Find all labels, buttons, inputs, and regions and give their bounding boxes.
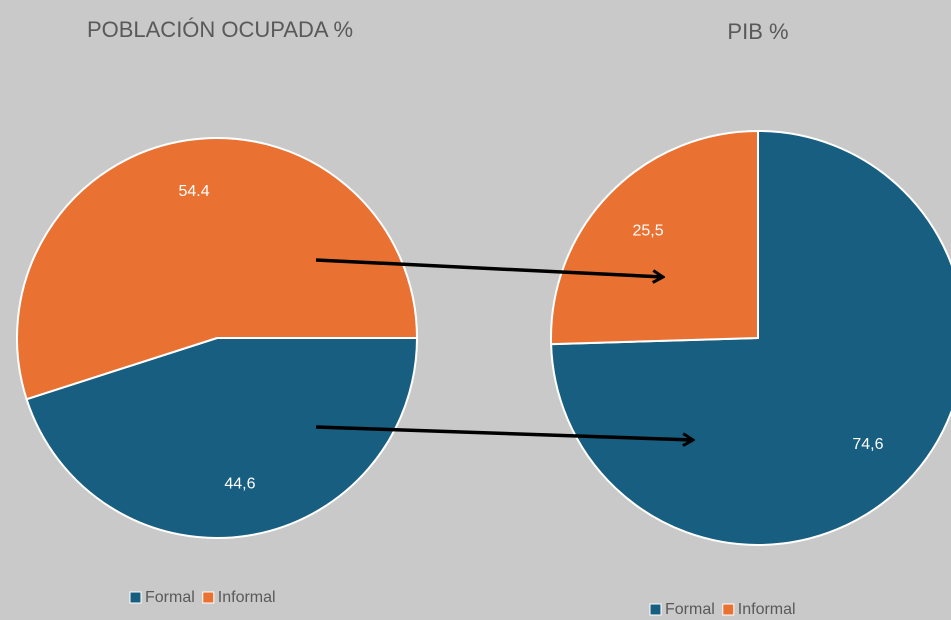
legend-label: Informal (218, 589, 276, 606)
pies: 44,6 54.4 Formal Informal 74,6 25,5 Formal Info… (16, 129, 951, 618)
legend-swatch (649, 603, 662, 616)
chart-title: PIB % (727, 19, 789, 44)
data-label: 74,6 (852, 436, 883, 453)
legend-label: Informal (738, 601, 796, 618)
data-label: 25,5 (633, 223, 664, 240)
pie-slice (25, 337, 419, 539)
arrow (315, 258, 663, 277)
chart-title: POBLACIÓN OCUPADA % (86, 17, 354, 42)
legend-swatch (202, 591, 215, 604)
pie-slice (16, 137, 419, 401)
legend-swatch (722, 603, 735, 616)
legend-label: Formal (145, 589, 195, 606)
data-label: 54.4 (179, 183, 210, 200)
arrow (315, 425, 693, 440)
pie-slice (550, 129, 759, 346)
legend-label: Formal (665, 601, 715, 618)
pie-slice (550, 129, 951, 546)
legend-swatch (129, 591, 142, 604)
data-label: 44,6 (224, 475, 255, 492)
